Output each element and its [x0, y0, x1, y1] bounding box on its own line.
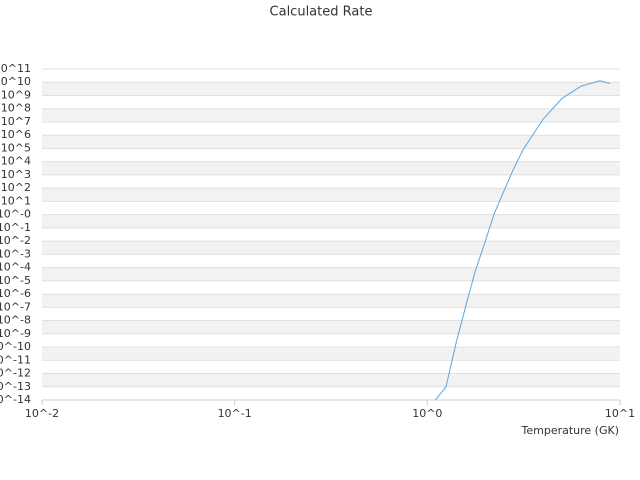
chart-title: Calculated Rate	[270, 5, 373, 20]
y-tick-label: 10^-0	[0, 208, 31, 221]
y-tick-label: 10^7	[1, 115, 31, 128]
y-tick-label: 10^-7	[0, 300, 31, 313]
y-tick-label: 10^-12	[0, 367, 31, 380]
y-tick-label: 10^-2	[0, 234, 31, 247]
y-tick-label: 10^-10	[0, 340, 31, 353]
y-tick-label: 10^2	[1, 181, 31, 194]
y-tick-label: 10^-1	[0, 221, 31, 234]
y-tick-label: 10^-8	[0, 314, 31, 327]
grid-band	[42, 241, 620, 255]
x-tick-label: 10^1	[605, 407, 635, 420]
y-tick-label: 10^-3	[0, 247, 31, 260]
y-tick-label: 10^6	[1, 128, 31, 141]
y-tick-label: 10^-9	[0, 327, 31, 340]
y-tick-label: 10^3	[1, 168, 31, 181]
data-line	[434, 80, 611, 400]
grid-band	[42, 373, 620, 387]
x-axis-label: Temperature (GK)	[521, 424, 620, 437]
grid-band	[42, 214, 620, 228]
y-tick-label: 10^-13	[0, 380, 31, 393]
y-tick-label: 10^10	[0, 75, 31, 88]
grid-band	[42, 161, 620, 175]
grid-band	[42, 82, 620, 96]
grid-band	[42, 267, 620, 281]
grid-band	[42, 294, 620, 308]
y-tick-label: 10^4	[1, 155, 31, 168]
y-tick-label: 10^9	[1, 88, 31, 101]
y-tick-label: 10^-14	[0, 393, 31, 406]
y-tick-label: 10^1	[1, 194, 31, 207]
y-tick-label: 10^-11	[0, 353, 31, 366]
y-tick-label: 10^5	[1, 141, 31, 154]
y-tick-label: 10^-6	[0, 287, 31, 300]
x-tick-label: 10^-2	[25, 407, 59, 420]
x-tick-label: 10^-1	[218, 407, 252, 420]
x-tick-label: 10^0	[412, 407, 442, 420]
y-tick-label: 10^-5	[0, 274, 31, 287]
grid-band	[42, 135, 620, 149]
grid-band	[42, 108, 620, 122]
grid-band	[42, 347, 620, 361]
grid-band	[42, 320, 620, 334]
y-tick-label: 10^-4	[0, 261, 31, 274]
y-tick-label: 10^8	[1, 102, 31, 115]
grid-band	[42, 188, 620, 202]
y-tick-label: 10^11	[0, 62, 31, 75]
